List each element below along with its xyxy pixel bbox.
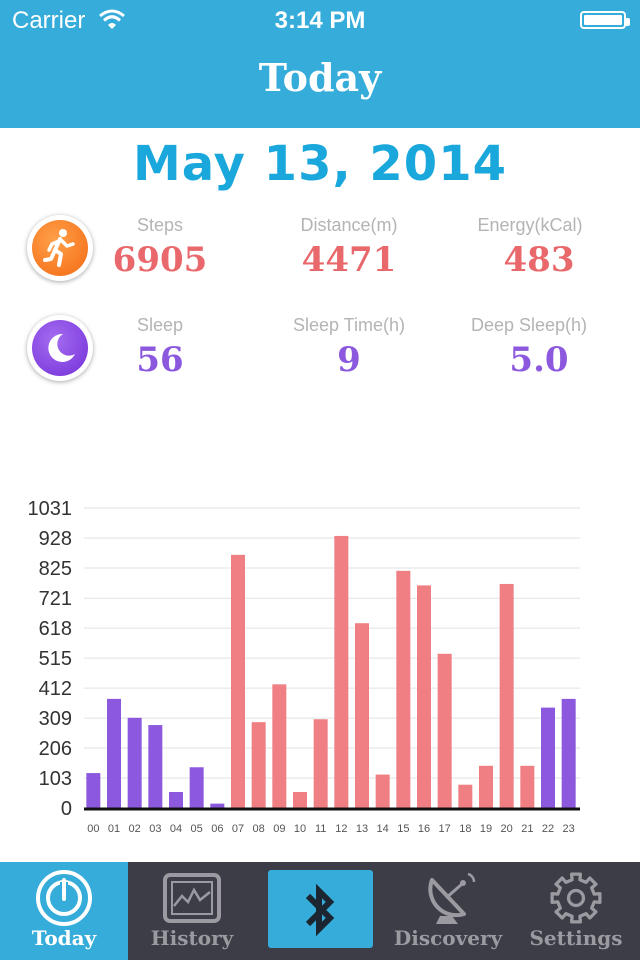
moon-icon (27, 315, 93, 381)
y-tick-label: 103 (39, 768, 72, 790)
y-tick-label: 0 (61, 798, 72, 820)
y-tick-label: 618 (39, 618, 72, 640)
bar-hour-04 (169, 791, 183, 808)
sleep-label: Sleep (136, 315, 184, 335)
carrier-label: Carrier (12, 7, 86, 34)
energy-label: Energy(kCal) (477, 215, 583, 235)
y-tick-label: 928 (39, 528, 72, 550)
bar-hour-07 (231, 554, 245, 808)
bar-hour-08 (251, 722, 266, 808)
bar-hour-23 (561, 698, 576, 808)
bar-hour-20 (499, 583, 514, 808)
deep-sleep-value: 5.0 (509, 340, 569, 380)
tab-history[interactable]: History (128, 862, 256, 960)
y-tick-label: 309 (39, 708, 72, 730)
x-tick-label: 17 (439, 823, 451, 835)
tab-settings[interactable]: Settings (512, 862, 640, 960)
x-tick-label: 22 (542, 823, 554, 835)
bar-hour-18 (458, 784, 473, 808)
bar-hour-17 (437, 653, 452, 808)
bar-hour-06 (210, 803, 225, 808)
tab-discovery[interactable]: Discovery (384, 862, 512, 960)
page-title: Today (258, 55, 382, 100)
bar-hour-02 (127, 717, 142, 808)
y-tick-label: 1031 (28, 498, 73, 520)
clock: 3:14 PM (274, 7, 366, 34)
steps-value: 6905 (112, 240, 208, 280)
tab-history-label: History (150, 926, 234, 950)
x-tick-label: 23 (563, 823, 575, 835)
x-tick-label: 18 (459, 823, 471, 835)
tab-today-label: Today (31, 926, 97, 950)
distance-value: 4471 (301, 240, 397, 280)
x-tick-label: 01 (108, 823, 120, 835)
x-tick-label: 14 (377, 823, 389, 835)
y-tick-label: 721 (39, 588, 72, 610)
x-tick-label: 09 (273, 823, 285, 835)
x-tick-label: 10 (294, 823, 306, 835)
x-tick-label: 07 (232, 823, 244, 835)
bar-hour-12 (334, 535, 349, 808)
x-tick-label: 02 (129, 823, 141, 835)
x-tick-label: 13 (356, 823, 368, 835)
sleep-time-label: Sleep Time(h) (292, 315, 406, 335)
sleep-value: 56 (136, 340, 184, 380)
x-tick-label: 04 (170, 823, 182, 835)
bar-hour-10 (293, 791, 307, 808)
bar-hour-01 (107, 698, 121, 808)
x-tick-label: 06 (211, 823, 223, 835)
status-bar: Carrier 3:14 PM (0, 0, 640, 40)
bar-hour-13 (355, 623, 369, 808)
chart-monitor-icon (163, 873, 221, 923)
x-tick-label: 11 (315, 823, 326, 835)
distance-label: Distance(m) (300, 215, 398, 235)
bar-hour-21 (520, 765, 535, 808)
tab-discovery-label: Discovery (393, 926, 503, 950)
y-tick-label: 206 (39, 738, 72, 760)
gear-icon (550, 872, 602, 924)
y-tick-label: 412 (39, 678, 72, 700)
x-tick-label: 19 (480, 823, 492, 835)
x-tick-label: 16 (418, 823, 430, 835)
bluetooth-icon (305, 883, 335, 937)
date-label: May 13, 2014 (132, 136, 507, 192)
hourly-bar-chart: 0 103 206 309 412 515 618 721 825 928 1031 00 01 02 03… (28, 498, 580, 835)
x-tick-label: 12 (335, 823, 347, 835)
bar-hour-19 (479, 765, 493, 808)
bar-hour-16 (417, 585, 431, 808)
x-tick-label: 20 (501, 823, 513, 835)
y-tick-label: 825 (39, 558, 72, 580)
header-bar: Carrier 3:14 PM Today (0, 0, 640, 128)
running-icon (27, 215, 93, 281)
x-tick-label: 08 (253, 823, 265, 835)
bar-hour-14 (375, 774, 390, 808)
tab-bar: Today History Discovery Settings (0, 862, 640, 960)
x-tick-label: 15 (397, 823, 409, 835)
wifi-icon (99, 9, 125, 29)
sleep-time-value: 9 (337, 340, 361, 380)
energy-value: 483 (503, 240, 575, 280)
x-tick-label: 21 (521, 823, 533, 835)
tab-today[interactable]: Today (0, 862, 128, 960)
tab-bluetooth[interactable] (268, 862, 373, 960)
bar-hour-22 (541, 707, 555, 808)
bar-hour-09 (272, 684, 287, 808)
tab-settings-label: Settings (529, 926, 623, 950)
bar-hour-11 (313, 719, 328, 808)
bar-hour-00 (86, 773, 101, 808)
deep-sleep-label: Deep Sleep(h) (470, 315, 588, 335)
bar-hour-05 (189, 767, 204, 808)
x-tick-label: 03 (149, 823, 161, 835)
bar-hour-03 (148, 725, 163, 808)
power-icon (36, 870, 92, 926)
x-tick-label: 05 (191, 823, 203, 835)
steps-label: Steps (136, 215, 184, 235)
satellite-dish-icon (428, 872, 476, 924)
x-tick-label: 00 (87, 823, 99, 835)
y-tick-label: 515 (39, 648, 72, 670)
bar-hour-15 (396, 570, 411, 808)
battery-icon (580, 11, 630, 29)
